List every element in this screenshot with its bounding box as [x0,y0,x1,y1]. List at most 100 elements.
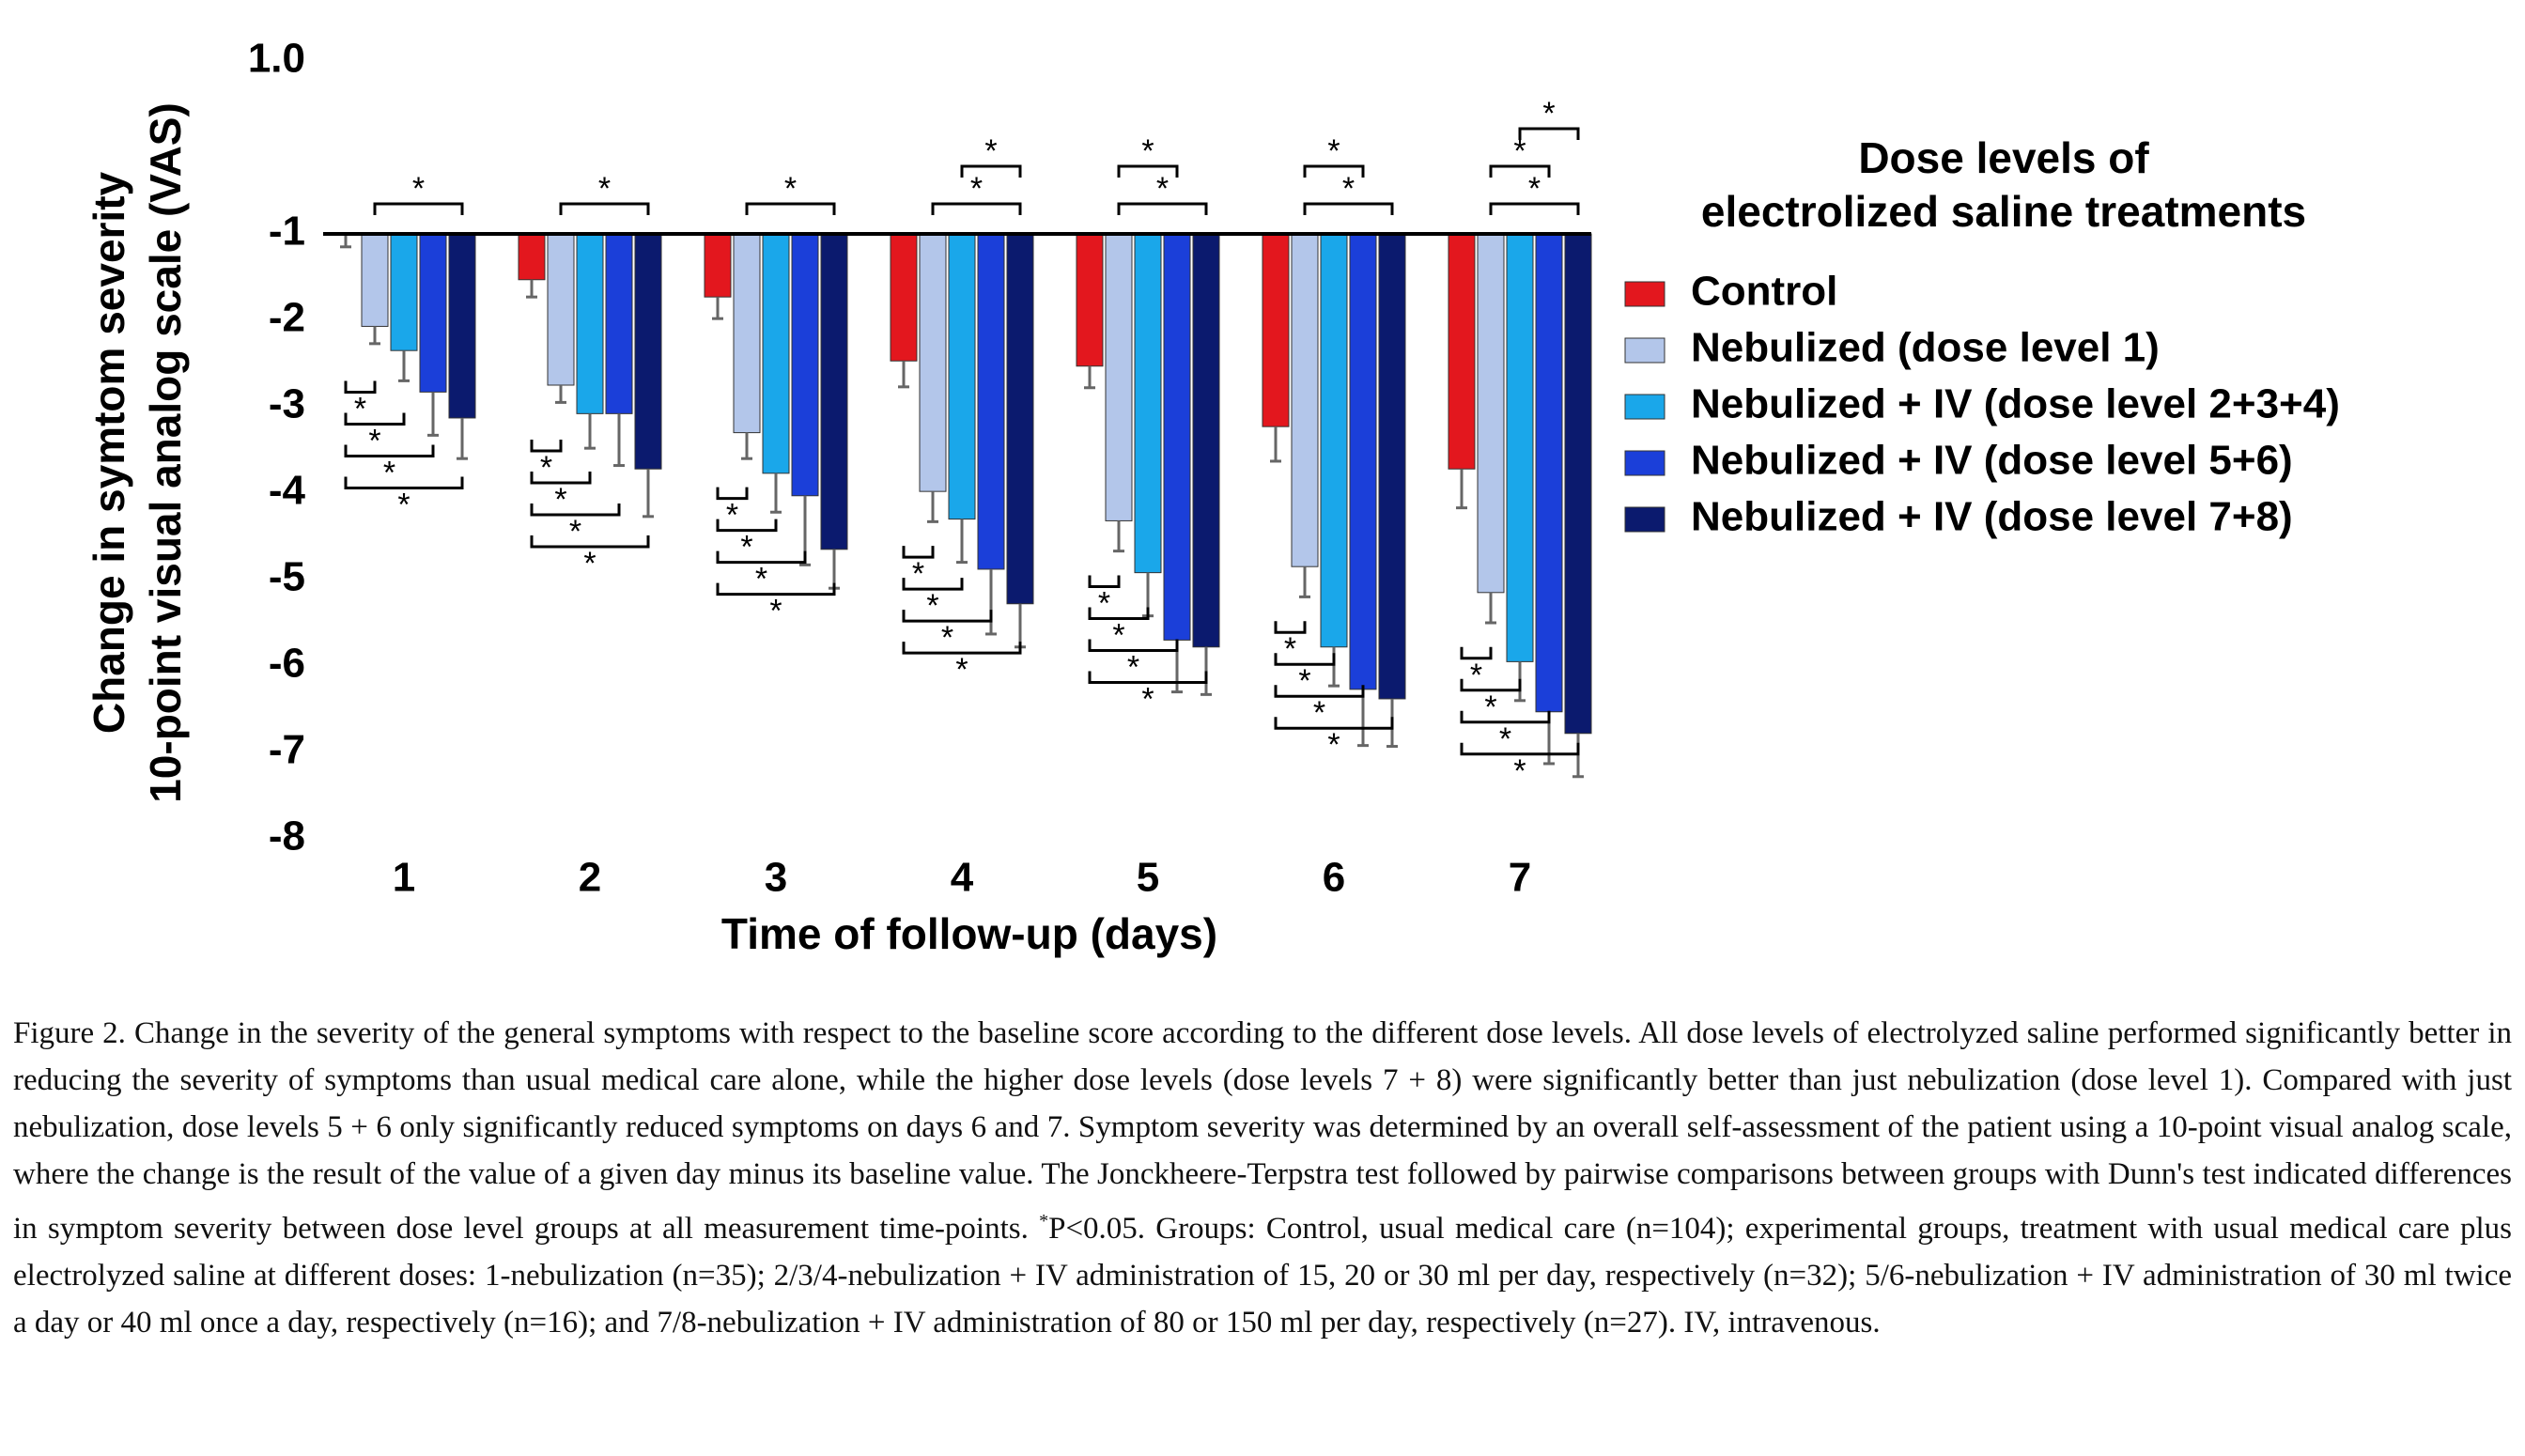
significance-label: * [1313,695,1325,731]
legend-label: Nebulized (dose level 1) [1691,325,2160,371]
bar [1134,233,1162,574]
bar [576,233,604,414]
y-tick-label: -6 [269,641,305,687]
significance-label: * [598,171,611,207]
significance-bracket [344,476,464,489]
legend-swatch [1624,394,1665,420]
bar [1105,233,1133,521]
significance-label: * [1342,171,1355,207]
significance-bracket [1460,742,1580,756]
bar [419,233,447,393]
significance-bracket [344,380,377,394]
significance-label: * [1327,727,1340,763]
legend-label: Nebulized + IV (dose level 7+8) [1691,494,2293,540]
bar [1506,233,1534,662]
bar [820,233,848,550]
bar [605,233,633,414]
significance-label: * [397,487,410,522]
bar [733,233,761,434]
legend-label: Control [1691,269,1837,315]
significance-label: * [540,450,552,486]
significance-bracket [1489,164,1551,178]
significance-bracket [1489,202,1580,215]
significance-label: * [784,171,797,207]
significance-label: * [354,391,366,426]
y-tick-label: -1 [269,209,305,255]
bar [1564,233,1592,735]
y-axis-label: Change in symtom severity [85,171,133,734]
legend-label: Nebulized + IV (dose level 5+6) [1691,438,2293,484]
chart: Change in symtom severity 10-point visua… [85,36,2340,959]
significance-bracket [530,503,621,517]
significance-bracket [1088,639,1179,652]
caption: Figure 2. Change in the severity of the … [13,1010,2512,1346]
significance-label: * [554,482,566,518]
significance-label: * [941,620,953,656]
y-tick-label: -3 [269,381,305,427]
significance-label: * [1542,96,1555,132]
significance-bracket [716,582,836,596]
significance-label: * [926,588,938,624]
significance-label: * [1499,721,1511,757]
significance-label: * [1141,133,1154,169]
significance-bracket [1460,710,1551,724]
x-tick-label: 6 [1323,855,1345,901]
bar [1378,233,1406,700]
significance-bracket [1274,685,1365,698]
bar [1320,233,1348,648]
legend-swatch [1624,450,1665,476]
significance-bracket [1518,127,1580,140]
bar [1163,233,1191,641]
significance-bracket [902,642,1022,655]
bar [762,233,790,474]
bar [948,233,976,520]
significance-label: * [970,171,983,207]
x-axis-label: Time of follow-up (days) [721,909,1217,958]
significance-label: * [1298,663,1310,699]
significance-bracket [745,202,836,215]
significance-bracket [716,519,778,533]
significance-bracket [902,610,993,623]
significance-label: * [955,652,968,688]
significance-bracket [716,550,807,565]
bar [919,233,947,492]
significance-label: * [1470,658,1482,693]
significance-bracket [1117,202,1208,215]
bar [977,233,1005,570]
significance-label: * [368,423,380,458]
significance-label: * [755,562,767,597]
bar [890,233,918,362]
legend-swatch [1624,281,1665,307]
significance-label: * [1484,689,1496,725]
legend-swatch [1624,337,1665,364]
significance-bracket [902,578,964,591]
x-tick-label: 3 [765,855,787,901]
significance-label: * [1528,171,1541,207]
significance-bracket [960,164,1022,178]
significance-bracket [373,202,464,215]
significance-bracket [530,472,592,485]
y-tick-label: 1.0 [248,36,305,82]
significance-bracket [530,535,650,549]
x-tick-label: 4 [951,855,974,901]
bar [1535,233,1563,713]
caption-text: P<0.05. Groups: Control, usual medical c… [13,1212,2512,1340]
significance-bracket [530,440,563,453]
significance-label: * [1127,649,1139,685]
significance-bracket [1460,678,1522,692]
x-tick-label: 2 [579,855,601,901]
bar [390,233,418,351]
significance-bracket [559,202,650,215]
legend-label: Nebulized + IV (dose level 2+3+4) [1691,381,2340,427]
significance-bracket [1274,621,1307,634]
significance-label: * [412,171,425,207]
y-tick-label: -2 [269,295,305,341]
significance-bracket [1303,202,1394,215]
significance-bracket [902,546,935,559]
bar [634,233,662,470]
significance-bracket [1303,164,1365,178]
significance-label: * [1156,171,1169,207]
significance-bracket [1117,164,1179,178]
significance-label: * [740,530,752,565]
